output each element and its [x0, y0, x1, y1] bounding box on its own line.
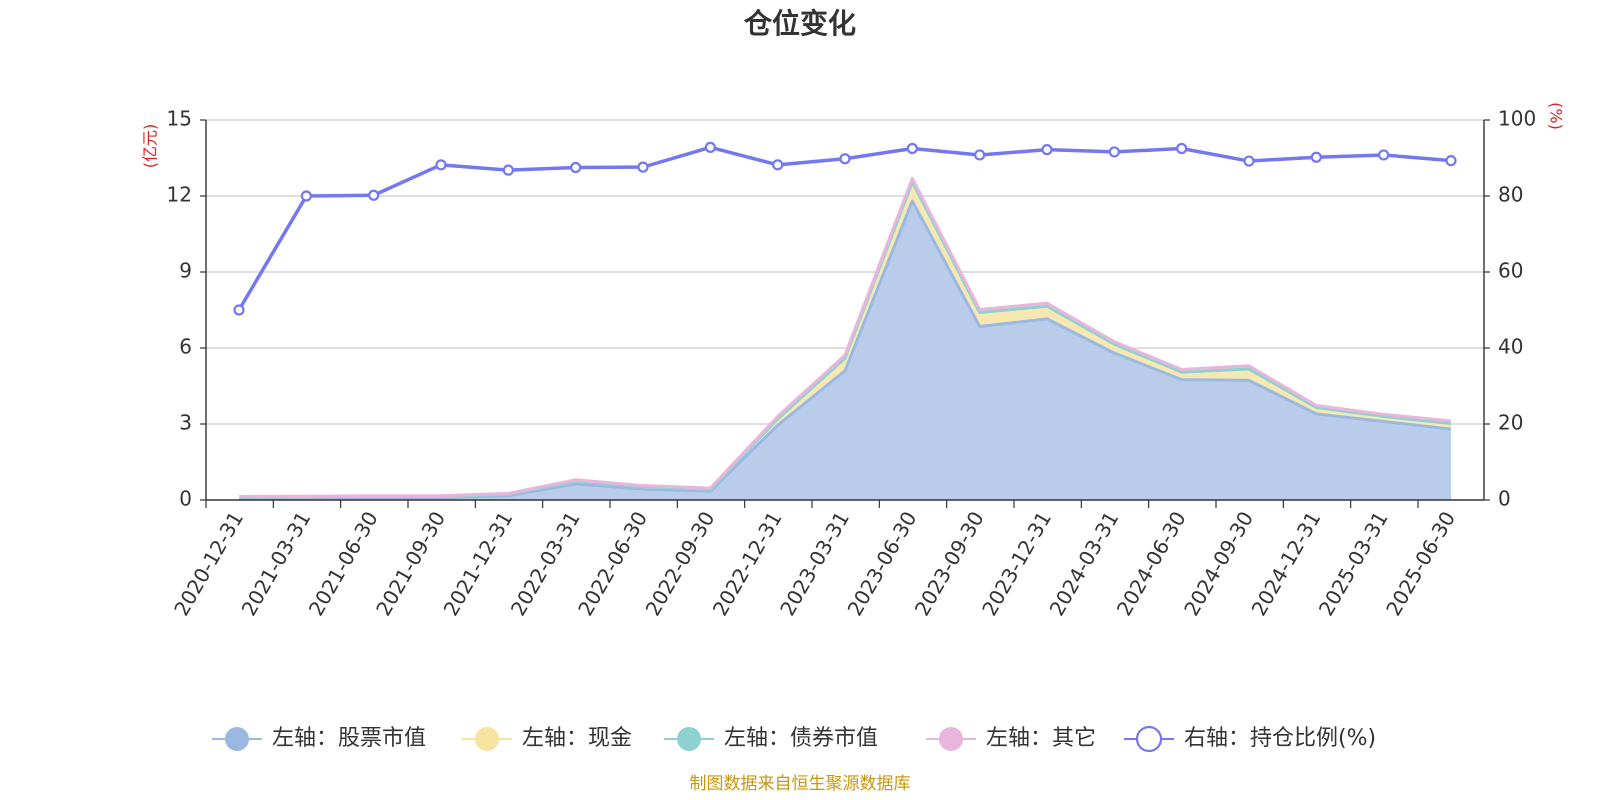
legend-label: 左轴：股票市值 [272, 726, 426, 751]
ratio-point [839, 153, 851, 165]
ratio-point [704, 141, 716, 153]
left-tick-label: 9 [179, 259, 192, 283]
x-tick-label: 2022-12-31 [708, 507, 787, 620]
ratio-point [974, 149, 986, 161]
chart-title: 仓位变化 [744, 7, 856, 40]
left-axis-unit: (亿元) [141, 124, 160, 169]
x-tick-label: 2021-09-30 [371, 507, 450, 620]
left-tick-label: 3 [179, 411, 192, 435]
ratio-line [237, 145, 1452, 311]
area-0 [239, 201, 1451, 501]
x-tick-label: 2021-06-30 [304, 507, 383, 620]
x-tick-label: 2023-12-31 [977, 507, 1056, 620]
x-tick-label: 2023-09-30 [910, 507, 989, 620]
ratio-point [502, 164, 514, 176]
ratio-point [1176, 142, 1188, 155]
ratio-point [1378, 149, 1390, 161]
legend-label: 左轴：其它 [986, 726, 1096, 751]
ratio-point [1108, 146, 1120, 158]
legend-label: 左轴：现金 [522, 726, 632, 751]
x-tick-label: 2022-06-30 [573, 507, 652, 620]
ratio-point [368, 189, 380, 201]
x-tick-label: 2024-06-30 [1112, 507, 1191, 620]
right-axis-unit: (%) [1547, 102, 1566, 130]
right-tick-label: 80 [1498, 183, 1523, 207]
ratio-point [1041, 144, 1053, 156]
ratio-point [1445, 155, 1457, 167]
right-tick-label: 60 [1498, 259, 1523, 283]
legend-marker [677, 727, 701, 751]
legend-item-4[interactable]: 右轴：持仓比例(%) [1124, 725, 1376, 753]
left-tick-label: 0 [179, 487, 192, 511]
legend-label: 右轴：持仓比例(%) [1184, 726, 1376, 751]
ratio-point [233, 304, 245, 316]
legend-item-0[interactable]: 左轴：股票市值 [212, 726, 426, 751]
legend-label: 左轴：债券市值 [724, 726, 878, 751]
legend-item-3[interactable]: 左轴：其它 [926, 726, 1096, 751]
x-tick-label: 2020-12-31 [169, 507, 248, 620]
legend-item-2[interactable]: 左轴：债券市值 [664, 726, 878, 751]
data-source-note: 制图数据来自恒生聚源数据库 [690, 774, 911, 794]
ratio-point [1310, 151, 1322, 163]
legend-marker [475, 727, 499, 751]
x-tick-label: 2022-03-31 [506, 507, 585, 620]
legend-marker [225, 727, 249, 751]
x-tick-label: 2024-09-30 [1179, 507, 1258, 620]
ratio-point [435, 159, 447, 171]
left-tick-label: 15 [167, 107, 192, 131]
x-tick-label: 2023-06-30 [843, 507, 922, 620]
stacked-areas [238, 176, 1452, 501]
right-tick-label: 100 [1498, 107, 1536, 131]
position-ratio-line [233, 141, 1457, 316]
x-tick-label: 2025-03-31 [1314, 507, 1393, 620]
legend-marker [1135, 725, 1163, 753]
x-tick-label: 2024-12-31 [1247, 507, 1326, 620]
left-tick-label: 12 [167, 183, 192, 207]
legend-item-1[interactable]: 左轴：现金 [462, 726, 632, 751]
ratio-point [637, 161, 649, 173]
x-tick-label: 2021-12-31 [439, 507, 518, 620]
right-tick-label: 0 [1498, 487, 1511, 511]
x-tick-label: 2022-09-30 [641, 507, 720, 620]
left-tick-label: 6 [179, 335, 192, 359]
ratio-point [906, 142, 918, 155]
ratio-point [300, 190, 312, 202]
x-tick-label: 2024-03-31 [1045, 507, 1124, 620]
x-tick-label: 2023-03-31 [775, 507, 854, 620]
ratio-point [772, 159, 784, 171]
area-edge-3 [238, 176, 1452, 498]
x-tick-label: 2021-03-31 [237, 507, 316, 620]
right-tick-label: 40 [1498, 335, 1523, 359]
ratio-point [570, 161, 582, 174]
x-tick-label: 2025-06-30 [1381, 507, 1460, 620]
legend-marker [939, 727, 963, 751]
ratio-point [1243, 155, 1255, 167]
right-tick-label: 20 [1498, 411, 1523, 435]
legend: 左轴：股票市值 左轴：现金 左轴：债券市值 左轴：其它 右轴：持仓比例(%) [212, 725, 1376, 753]
